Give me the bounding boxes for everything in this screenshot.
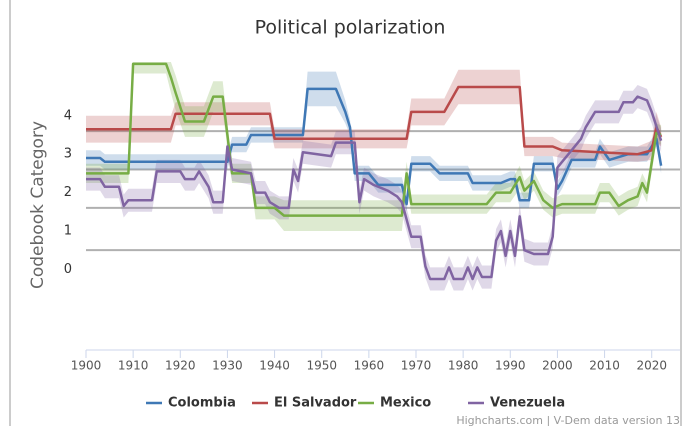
x-tick-label: 1930 bbox=[212, 359, 243, 373]
x-tick-label: 1980 bbox=[448, 359, 479, 373]
series-line bbox=[86, 95, 663, 281]
credits: Highcharts.com | V-Dem data version 13 bbox=[456, 414, 680, 426]
legend-label: El Salvador bbox=[274, 396, 357, 411]
legend-label: Mexico bbox=[380, 396, 431, 411]
series-line bbox=[86, 62, 662, 217]
x-tick-label: 1990 bbox=[495, 359, 526, 373]
x-tick-label: 1940 bbox=[259, 359, 290, 373]
y-tick-label: 0 bbox=[64, 262, 72, 277]
x-tick-label: 1960 bbox=[354, 359, 385, 373]
y-tick-label: 1 bbox=[64, 223, 72, 238]
lines bbox=[86, 62, 663, 281]
series-line bbox=[86, 87, 663, 206]
legend-label: Colombia bbox=[168, 396, 236, 411]
x-tick-label: 1950 bbox=[306, 359, 337, 373]
confidence-band bbox=[86, 69, 662, 162]
y-tick-label: 2 bbox=[64, 185, 72, 200]
chart-title: Political polarization bbox=[255, 17, 446, 39]
y-tick-label: 4 bbox=[64, 108, 72, 123]
series-line bbox=[86, 85, 663, 156]
x-tick-label: 1920 bbox=[165, 359, 196, 373]
x-tick-label: 1910 bbox=[118, 359, 149, 373]
x-tick-label: 1970 bbox=[401, 359, 432, 373]
y-tick-label: 3 bbox=[64, 147, 72, 162]
x-tick-label: 1900 bbox=[71, 359, 102, 373]
x-tick-label: 2020 bbox=[636, 359, 667, 373]
x-tick-label: 2000 bbox=[542, 359, 573, 373]
y-axis-label: Codebook Category bbox=[28, 121, 48, 289]
x-tick-label: 2010 bbox=[589, 359, 620, 373]
legend-label: Venezuela bbox=[490, 396, 565, 411]
